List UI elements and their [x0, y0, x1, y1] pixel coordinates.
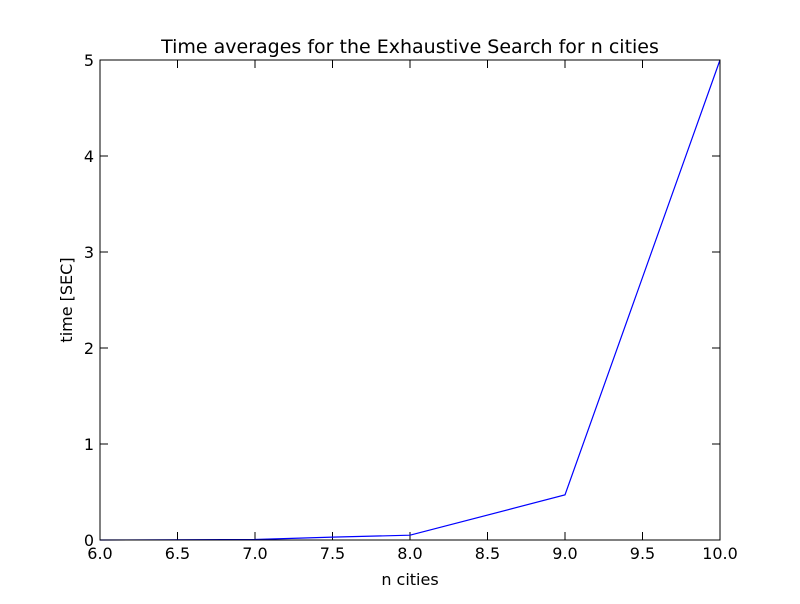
y-axis-label: time [SEC]: [57, 257, 76, 342]
x-tick-label: 6.5: [165, 544, 190, 563]
y-tick-label: 2: [84, 339, 94, 358]
x-tick-label: 9.0: [552, 544, 577, 563]
y-tick-label: 1: [84, 435, 94, 454]
y-tick-label: 4: [84, 147, 94, 166]
y-tick-label: 5: [84, 51, 94, 70]
x-tick-label: 8.0: [397, 544, 422, 563]
chart-title: Time averages for the Exhaustive Search …: [160, 36, 659, 58]
x-tick-label: 7.0: [242, 544, 267, 563]
y-tick-label: 3: [84, 243, 94, 262]
plot-frame: [100, 60, 720, 540]
x-tick-label: 7.5: [320, 544, 345, 563]
y-tick-label: 0: [84, 531, 94, 550]
x-axis-label: n cities: [381, 570, 438, 589]
x-tick-label: 8.5: [475, 544, 500, 563]
x-tick-label: 9.5: [630, 544, 655, 563]
x-tick-label: 10.0: [702, 544, 738, 563]
series-line: [100, 60, 720, 540]
